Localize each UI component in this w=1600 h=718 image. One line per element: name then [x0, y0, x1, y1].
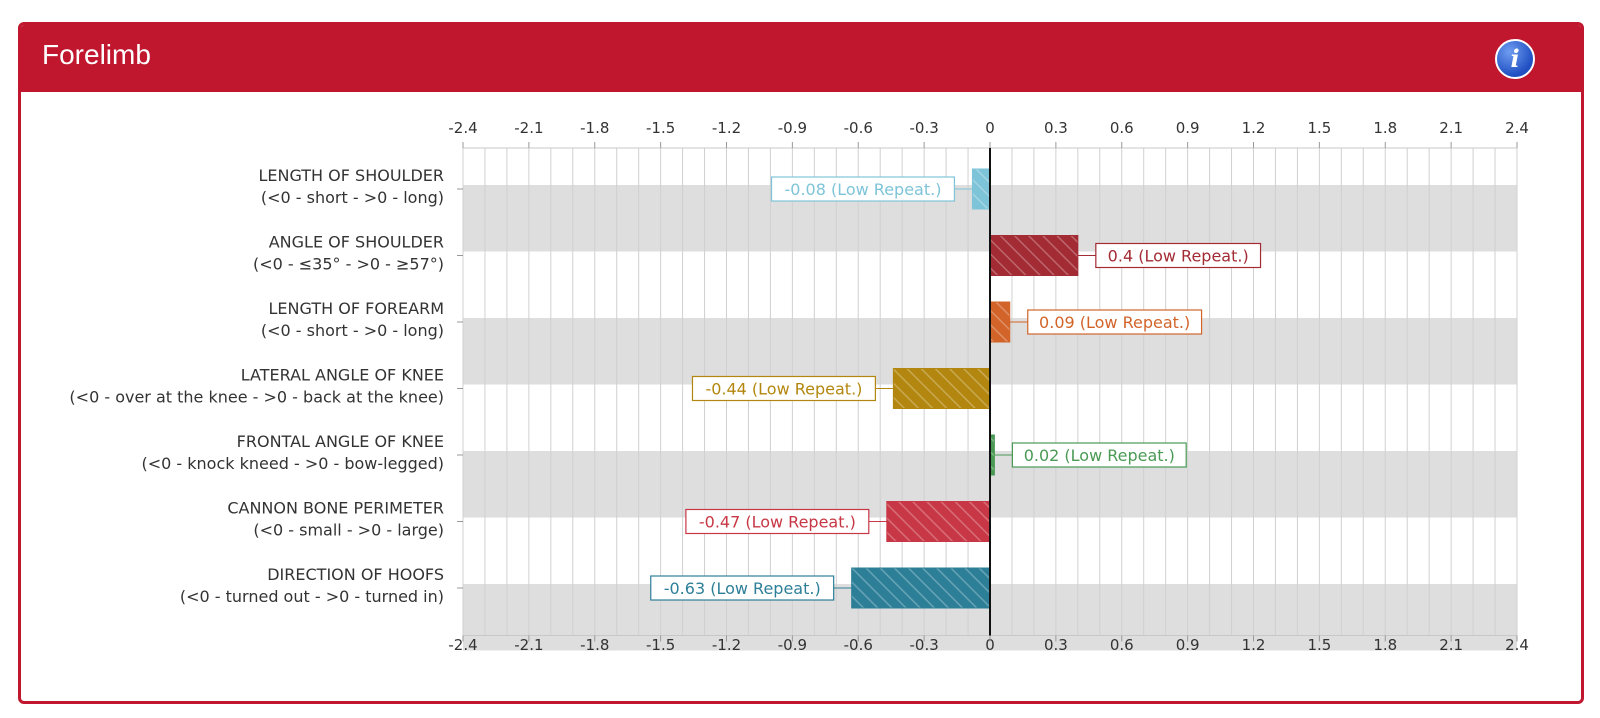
x-tick-label-bottom: -0.9: [778, 636, 807, 654]
x-tick-label-top: 0.3: [1044, 119, 1068, 137]
x-tick-label-bottom: 0.6: [1110, 636, 1134, 654]
bar: [892, 368, 991, 409]
bar: [971, 168, 991, 210]
x-tick-label-top: 1.2: [1242, 119, 1266, 137]
panel-title: Forelimb: [42, 39, 151, 70]
x-tick-label-top: -1.5: [646, 119, 675, 137]
data-label: 0.4 (Low Repeat.): [1108, 247, 1249, 266]
data-label-box: [1027, 309, 1203, 335]
category-scale: (<0 - over at the knee - >0 - back at th…: [69, 388, 444, 407]
x-tick-label-top: -2.4: [448, 119, 477, 137]
bar: [851, 567, 991, 609]
x-tick-label-bottom: -1.8: [580, 636, 609, 654]
x-tick-label-bottom: 0.9: [1176, 636, 1200, 654]
x-tick-label-bottom: -1.2: [712, 636, 741, 654]
data-label: 0.09 (Low Repeat.): [1039, 313, 1190, 332]
category-scale: (<0 - short - >0 - long): [261, 321, 444, 340]
x-tick-label-bottom: -2.4: [448, 636, 477, 654]
data-label-box: [1011, 442, 1187, 468]
category-name: LENGTH OF SHOULDER: [258, 166, 444, 185]
x-tick-label-bottom: 1.5: [1307, 636, 1331, 654]
x-tick-label-bottom: 0: [985, 636, 995, 654]
category-scale: (<0 - ≤35° - >0 - ≥57°): [253, 255, 444, 274]
bar: [886, 501, 991, 542]
x-tick-label-bottom: 0.3: [1044, 636, 1068, 654]
x-tick-label-top: 0.6: [1110, 119, 1134, 137]
data-label: -0.47 (Low Repeat.): [699, 513, 856, 532]
data-label: -0.44 (Low Repeat.): [705, 380, 862, 399]
x-tick-label-top: 2.1: [1439, 119, 1463, 137]
data-label-box: [650, 575, 835, 601]
info-icon[interactable]: i: [1495, 39, 1535, 79]
x-tick-label-top: -1.8: [580, 119, 609, 137]
data-label-box: [770, 176, 956, 202]
x-tick-label-bottom: -0.3: [909, 636, 938, 654]
panel-header: Forelimb i: [21, 25, 1581, 92]
category-name: ANGLE OF SHOULDER: [269, 233, 444, 252]
x-tick-label-bottom: 2.4: [1505, 636, 1529, 654]
category-name: CANNON BONE PERIMETER: [227, 499, 444, 518]
x-tick-label-top: -0.9: [778, 119, 807, 137]
data-label: 0.02 (Low Repeat.): [1024, 446, 1175, 465]
category-scale: (<0 - short - >0 - long): [261, 188, 444, 207]
x-tick-label-top: 1.5: [1307, 119, 1331, 137]
category-scale: (<0 - small - >0 - large): [253, 521, 444, 540]
bar: [989, 301, 1011, 343]
x-tick-label-top: -1.2: [712, 119, 741, 137]
data-label-box: [691, 375, 876, 402]
x-tick-label-bottom: 2.1: [1439, 636, 1463, 654]
x-tick-label-bottom: -0.6: [844, 636, 873, 654]
x-tick-label-top: 2.4: [1505, 119, 1529, 137]
x-tick-label-top: 0: [985, 119, 995, 137]
category-scale: (<0 - knock kneed - >0 - bow-legged): [142, 454, 445, 473]
x-tick-label-bottom: 1.8: [1373, 636, 1397, 654]
data-label-box: [1095, 242, 1262, 269]
x-tick-label-top: -0.6: [844, 119, 873, 137]
x-tick-label-bottom: -1.5: [646, 636, 675, 654]
category-name: DIRECTION OF HOOFS: [267, 565, 444, 584]
x-tick-label-bottom: -2.1: [514, 636, 543, 654]
data-label-box: [685, 508, 870, 535]
category-name: LENGTH OF FOREARM: [269, 299, 444, 318]
x-tick-label-top: -0.3: [909, 119, 938, 137]
category-name: FRONTAL ANGLE OF KNEE: [237, 432, 444, 451]
x-tick-label-top: 0.9: [1176, 119, 1200, 137]
x-tick-label-bottom: 1.2: [1242, 636, 1266, 654]
x-tick-label-top: -2.1: [514, 119, 543, 137]
category-name: LATERAL ANGLE OF KNEE: [241, 366, 444, 385]
x-tick-label-top: 1.8: [1373, 119, 1397, 137]
data-label: -0.63 (Low Repeat.): [664, 579, 821, 598]
bar: [989, 235, 1079, 276]
category-scale: (<0 - turned out - >0 - turned in): [180, 587, 444, 606]
data-label: -0.08 (Low Repeat.): [784, 180, 941, 199]
